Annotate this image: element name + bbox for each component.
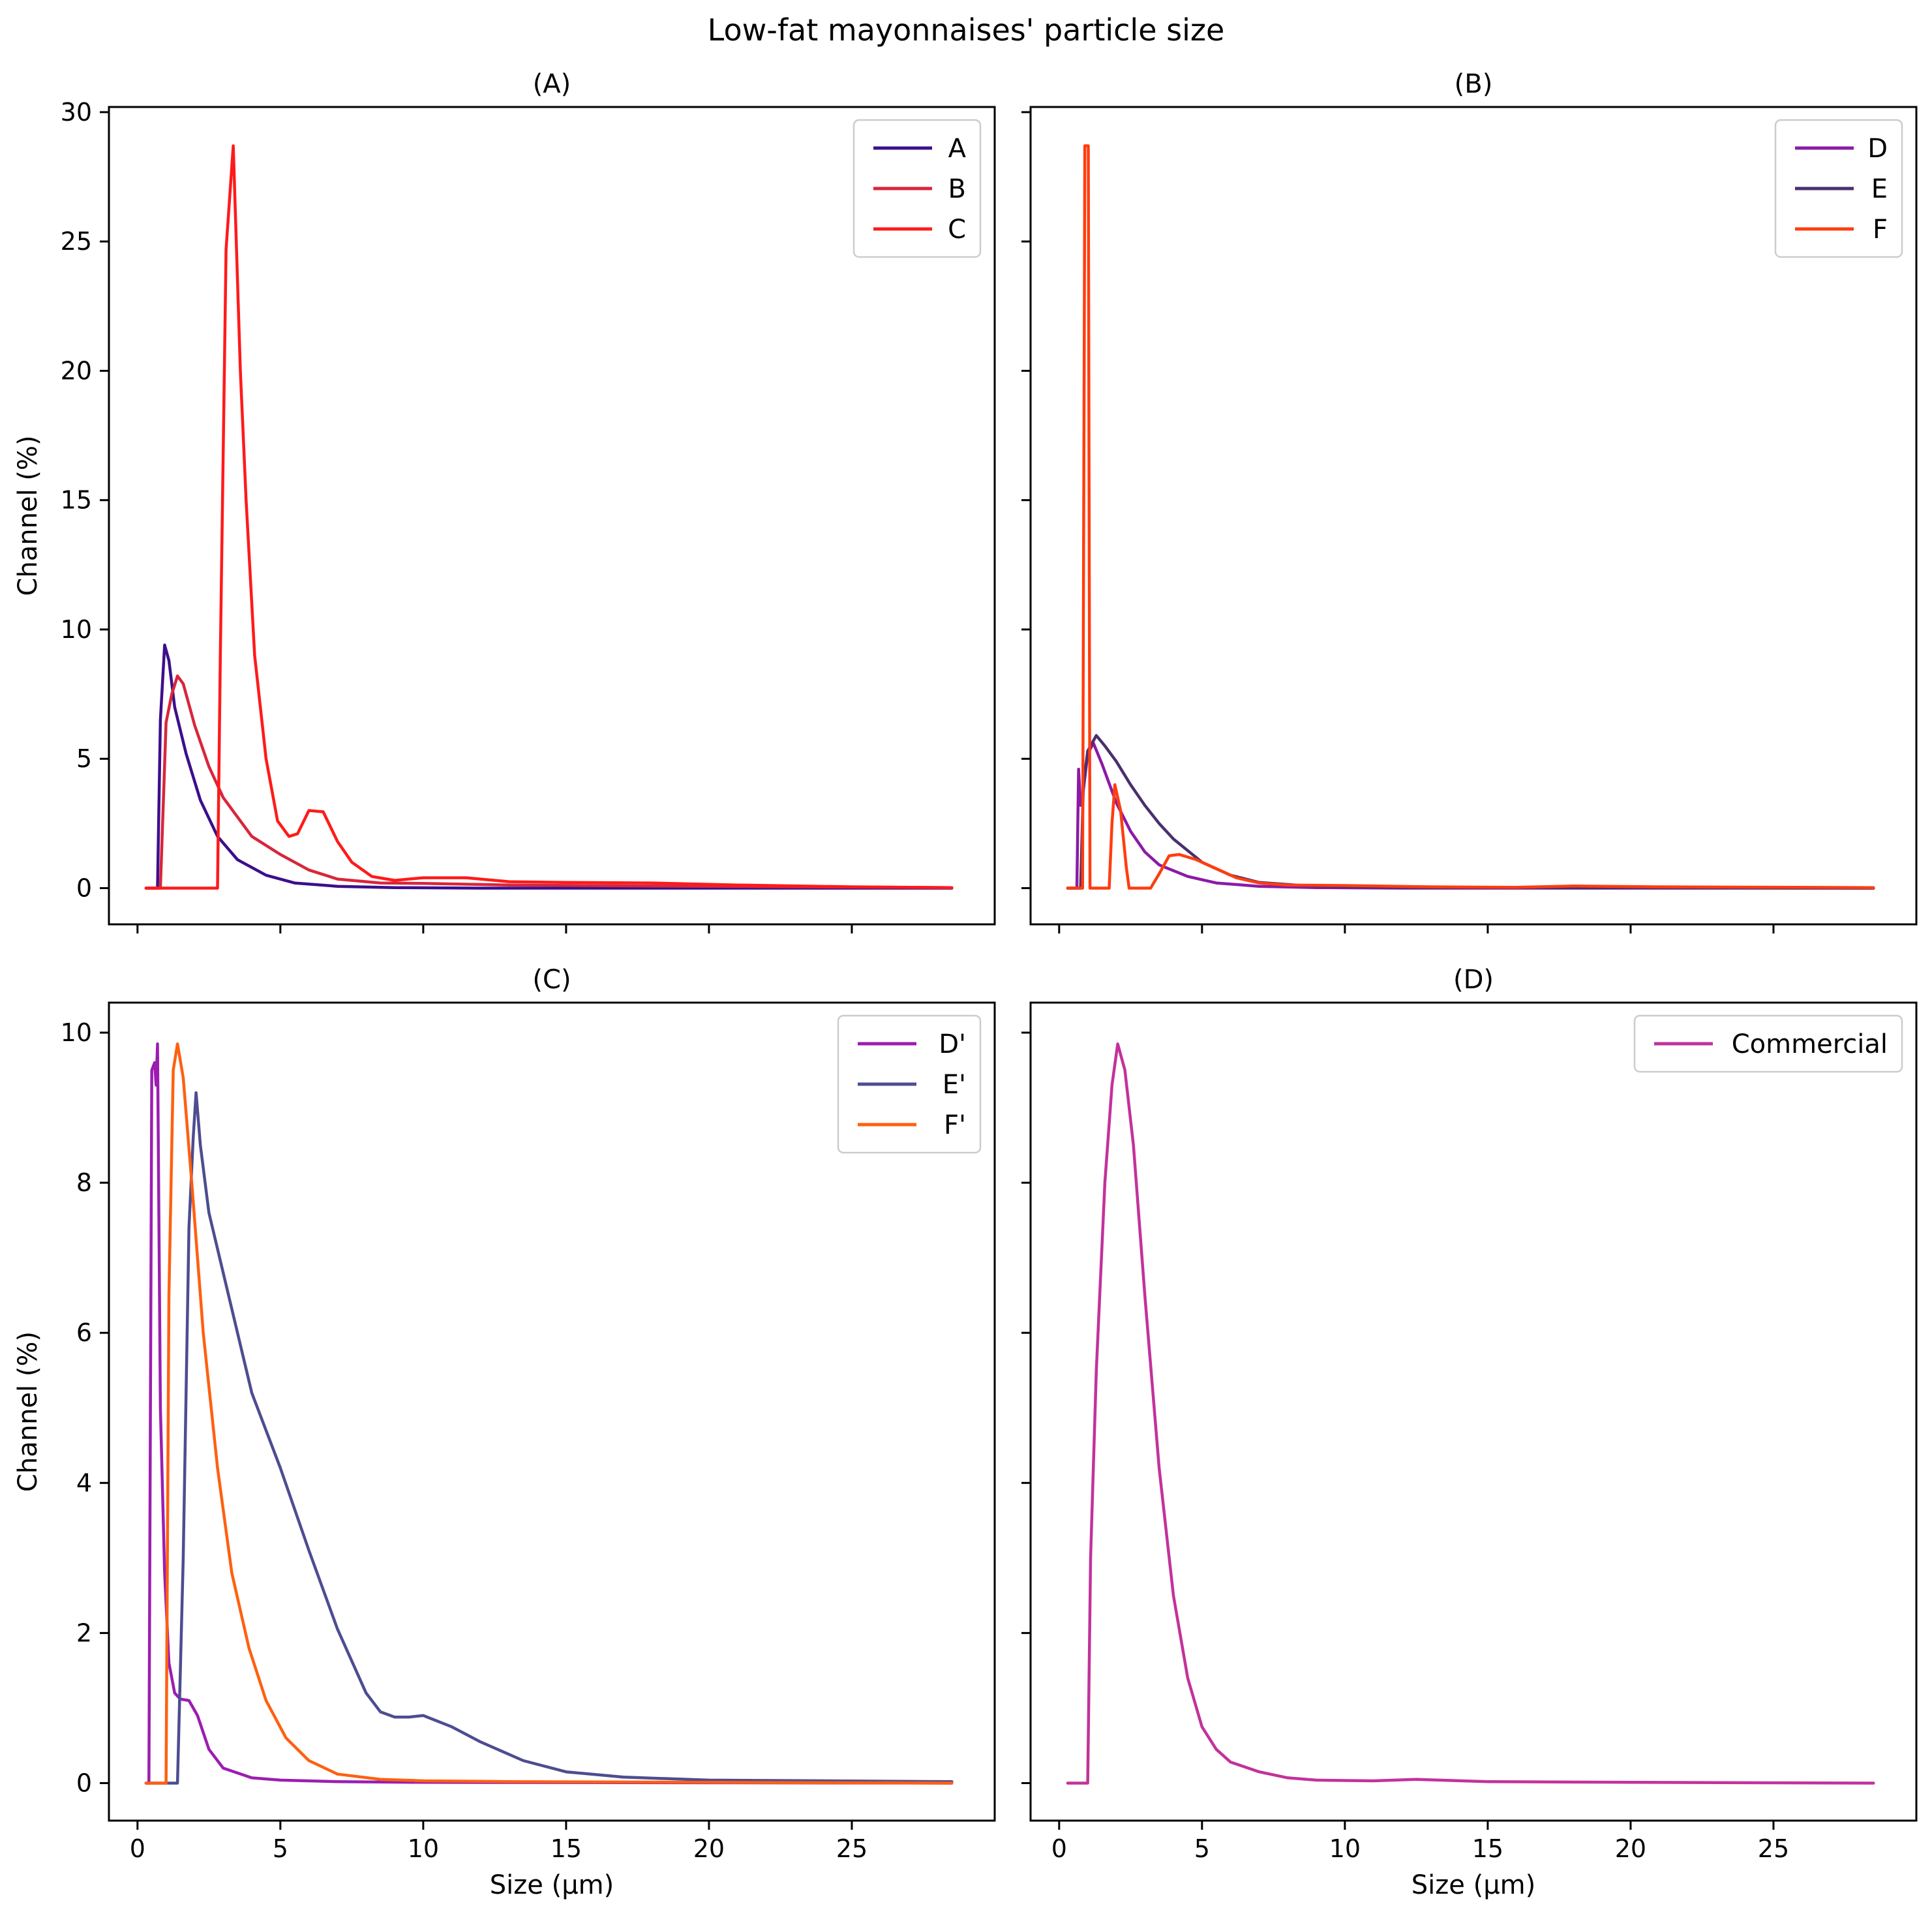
panel-C: (C) 0 5 10 15 20 25 0 2 4 6 8 10 Size (μm) Channel (%)…: [13, 965, 996, 1900]
series-line-E': [144, 1091, 954, 1785]
series-line-F': [144, 1042, 954, 1785]
x-tick-label: 25: [836, 1834, 868, 1863]
x-tick-label: 10: [408, 1834, 439, 1863]
legend-label: F': [944, 1110, 966, 1140]
y-tick-label: 10: [61, 615, 92, 644]
legend-label: D: [1867, 134, 1888, 164]
y-tick-label: 6: [76, 1318, 92, 1347]
axes-frame: [1029, 106, 1918, 926]
x-tick-label: 0: [1051, 1834, 1067, 1863]
legend-box: [1633, 1014, 1903, 1073]
axes-frame: [1029, 1001, 1918, 1822]
series-line-D: [1066, 742, 1875, 890]
y-tick-label: 5: [76, 744, 92, 773]
series-group: [1066, 144, 1875, 890]
x-tick-label: 25: [1758, 1834, 1789, 1863]
x-tick-label: 15: [551, 1834, 582, 1863]
legend-label: E: [1871, 174, 1888, 204]
legend-label: Commercial: [1732, 1029, 1888, 1059]
y-axis-label: Channel (%): [13, 1331, 43, 1492]
panel-title: (C): [532, 965, 571, 995]
series-line-A: [144, 643, 954, 890]
x-tick-label: 20: [1615, 1834, 1646, 1863]
y-tick-label: 30: [61, 98, 92, 127]
y-tick-label: 20: [61, 356, 92, 385]
y-tick-label: 0: [76, 873, 92, 902]
x-axis-label: Size (μm): [1411, 1870, 1535, 1900]
x-tick-label: 15: [1472, 1834, 1503, 1863]
axes-frame: [108, 1001, 996, 1822]
panel-title: (D): [1453, 965, 1494, 995]
series-group: [144, 1042, 954, 1785]
x-tick-label: 0: [130, 1834, 145, 1863]
series-line-D': [144, 1042, 954, 1785]
series-group: [1066, 1042, 1875, 1785]
legend-label: F: [1873, 215, 1888, 245]
figure-title: Low-fat mayonnaises' particle size: [708, 12, 1225, 48]
panel-A: (A) 0 5 10 15 20 25 30 Channel (%) ABC: [13, 69, 996, 933]
series-group: [144, 144, 954, 890]
legend: DEF: [1774, 119, 1903, 258]
panel-title: (B): [1455, 69, 1493, 99]
panel-title: (A): [533, 69, 571, 99]
y-tick-label: 2: [76, 1618, 92, 1647]
legend-label: C: [948, 215, 966, 245]
axes-frame: [108, 106, 996, 926]
legend: ABC: [853, 119, 982, 258]
legend-label: B: [948, 174, 966, 204]
y-axis-label: Channel (%): [13, 435, 43, 596]
x-axis-label: Size (μm): [490, 1870, 614, 1900]
x-tick-label: 5: [1194, 1834, 1210, 1863]
legend: Commercial: [1633, 1014, 1903, 1073]
legend: D' E' F': [837, 1014, 982, 1154]
series-line-C: [144, 144, 954, 890]
x-tick-label: 20: [693, 1834, 725, 1863]
y-tick-label: 4: [76, 1468, 92, 1497]
series-line-Commercial: [1066, 1042, 1875, 1785]
y-tick-label: 10: [61, 1018, 92, 1047]
series-line-B: [144, 675, 954, 890]
series-line-E: [1066, 734, 1875, 890]
y-tick-label: 0: [76, 1768, 92, 1797]
y-tick-label: 25: [61, 227, 92, 256]
legend-label: A: [948, 134, 967, 164]
panel-D: (D) 0 5 10 15 20 25 Size (μm) Commercial: [1021, 965, 1918, 1900]
legend-label: E': [943, 1070, 966, 1100]
x-tick-label: 10: [1329, 1834, 1361, 1863]
y-tick-label: 8: [76, 1168, 92, 1197]
series-line-F: [1066, 144, 1875, 890]
x-tick-label: 5: [273, 1834, 288, 1863]
legend-label: D': [939, 1029, 966, 1059]
panel-B: (B) DEF: [1021, 69, 1918, 933]
y-tick-label: 15: [61, 486, 92, 515]
